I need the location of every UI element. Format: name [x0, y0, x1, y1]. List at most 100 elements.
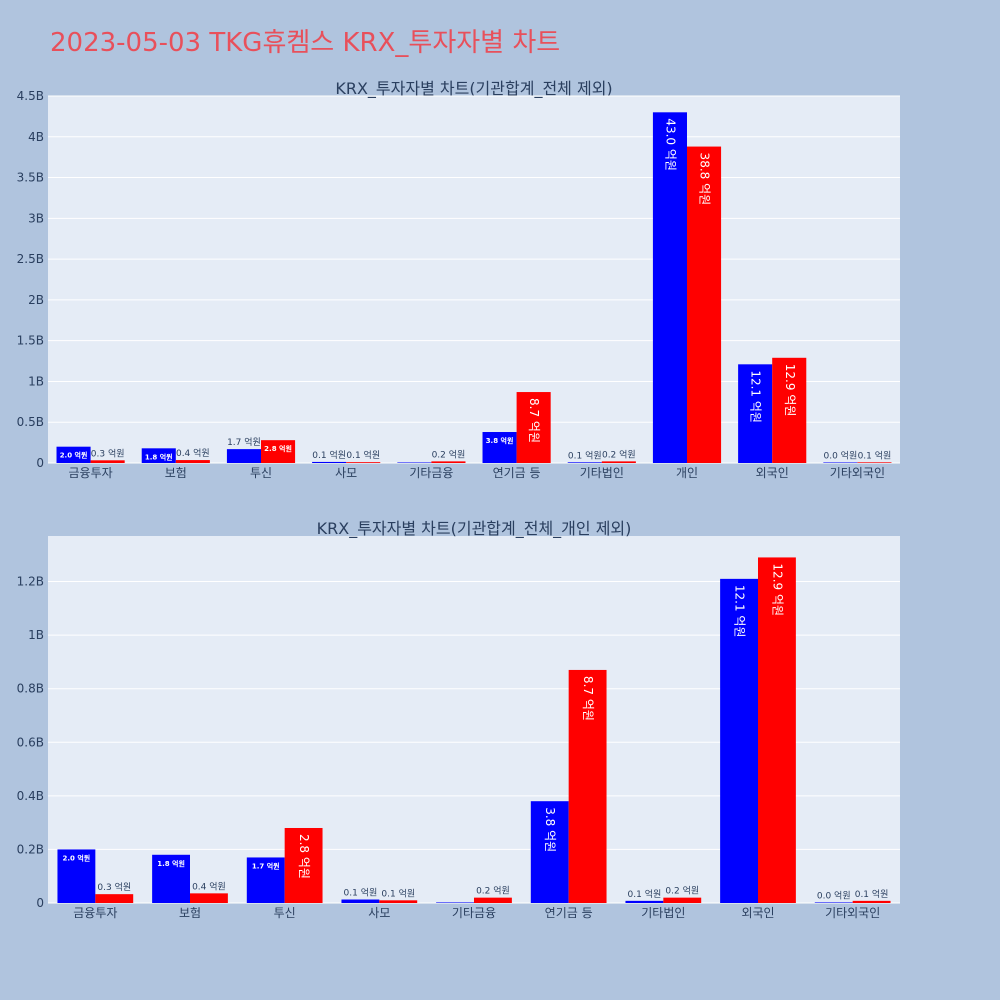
bar: [663, 897, 702, 903]
x-tick-label: 외국인: [741, 906, 774, 920]
bar: [57, 849, 96, 903]
bar: [397, 462, 432, 463]
data-label: 0.4 억원: [176, 447, 210, 459]
bar: [738, 364, 773, 463]
x-tick-label: 금융투자: [69, 466, 113, 480]
data-label: 3.8 억원: [486, 436, 514, 445]
bar: [601, 461, 636, 463]
y-tick-label: 3.5B: [17, 171, 44, 185]
chart-title: KRX_투자자별 차트(기관합계_전체_개인 제외): [317, 519, 632, 539]
data-label: 0.0 억원: [823, 450, 857, 462]
x-tick-label: 개인: [676, 466, 698, 480]
chart-title: KRX_투자자별 차트(기관합계_전체 제외): [335, 79, 612, 99]
x-tick-label: 보험: [179, 906, 201, 920]
bar: [530, 801, 569, 903]
x-tick-label: 연기금 등: [545, 906, 593, 920]
data-label: 1.7 억원: [252, 861, 280, 870]
bar: [857, 462, 892, 463]
data-label: 0.1 억원: [855, 888, 889, 900]
bar: [312, 461, 347, 463]
data-label: 12.9 억원: [783, 364, 797, 417]
x-tick-label: 기타법인: [580, 466, 624, 480]
bar: [436, 902, 474, 903]
bar: [482, 432, 517, 463]
bar: [568, 669, 607, 903]
x-tick-label: 기타금융: [452, 906, 496, 920]
x-tick-label: 보험: [165, 466, 187, 480]
data-label: 0.1 억원: [858, 449, 892, 461]
bar: [772, 357, 807, 463]
data-label: 12.9 억원: [770, 563, 784, 616]
x-tick-label: 사모: [368, 906, 390, 920]
bar: [823, 462, 858, 463]
data-label: 2.0 억원: [63, 853, 91, 862]
data-label: 0.1 억원: [628, 888, 662, 900]
y-tick-label: 4.5B: [17, 89, 44, 103]
y-tick-label: 0.5B: [17, 415, 44, 429]
y-tick-label: 0: [36, 456, 44, 470]
y-tick-label: 2.5B: [17, 252, 44, 266]
x-tick-label: 기타법인: [641, 906, 685, 920]
bar: [90, 460, 125, 463]
data-label: 0.0 억원: [817, 889, 851, 901]
bar: [379, 900, 418, 903]
data-label: 2.8 억원: [297, 834, 311, 879]
x-tick-label: 외국인: [756, 466, 789, 480]
bar: [652, 112, 687, 464]
x-tick-label: 연기금 등: [493, 466, 541, 480]
bar: [625, 900, 664, 903]
x-tick-label: 기타금융: [409, 466, 453, 480]
x-tick-label: 기타외국인: [830, 466, 885, 480]
bar: [516, 392, 551, 463]
y-tick-label: 1.5B: [17, 334, 44, 348]
y-tick-label: 4B: [28, 130, 44, 144]
data-label: 0.1 억원: [568, 449, 602, 461]
y-tick-label: 0.6B: [17, 735, 44, 749]
chart-institutional-excluded: KRX_투자자별 차트(기관합계_전체 제외) 0 0.5B 1B 1.5B 2B 2.5B…: [17, 79, 900, 480]
data-label: 0.2 억원: [476, 885, 510, 897]
data-label: 8.7 억원: [581, 676, 595, 721]
bar: [246, 857, 285, 903]
bar: [720, 578, 758, 903]
y-tick-label: 1B: [28, 628, 44, 642]
bar: [175, 460, 210, 463]
bar: [261, 440, 296, 463]
y-tick-label: 1B: [28, 374, 44, 388]
data-label: 2.0 억원: [60, 451, 88, 460]
data-label: 43.0 억원: [663, 118, 677, 171]
data-label: 38.8 억원: [698, 153, 712, 206]
y-tick-label: 2B: [28, 293, 44, 307]
bar: [567, 462, 602, 463]
data-label: 0.3 억원: [91, 447, 125, 459]
y-tick-label: 0.2B: [17, 842, 44, 856]
x-tick-label: 기타외국인: [825, 906, 880, 920]
bar: [758, 557, 796, 903]
bar: [226, 449, 261, 463]
x-tick-label: 사모: [335, 466, 357, 480]
y-tick-label: 0.8B: [17, 682, 44, 696]
data-label: 1.8 억원: [145, 452, 173, 461]
x-tick-label: 투신: [250, 466, 272, 480]
y-tick-label: 3B: [28, 211, 44, 225]
x-tick-label: 투신: [274, 906, 296, 920]
data-label: 0.4 억원: [192, 880, 226, 892]
bar: [474, 897, 512, 903]
data-label: 1.8 억원: [157, 859, 185, 868]
bar: [431, 461, 466, 463]
data-label: 0.1 억원: [312, 449, 346, 461]
bar: [152, 854, 190, 903]
data-label: 0.2 억원: [665, 885, 699, 897]
bar: [852, 900, 891, 903]
bar: [687, 146, 722, 463]
data-label: 0.3 억원: [97, 881, 131, 893]
data-label: 0.1 억원: [381, 887, 415, 899]
bar: [190, 893, 228, 903]
y-tick-label: 0.4B: [17, 789, 44, 803]
data-label: 1.7 억원: [227, 436, 261, 448]
page-title: 2023-05-03 TKG휴켐스 KRX_투자자별 차트: [50, 28, 561, 58]
bar: [284, 827, 323, 903]
bar: [341, 899, 380, 903]
data-label: 0.2 억원: [432, 448, 466, 460]
bar: [346, 462, 381, 463]
